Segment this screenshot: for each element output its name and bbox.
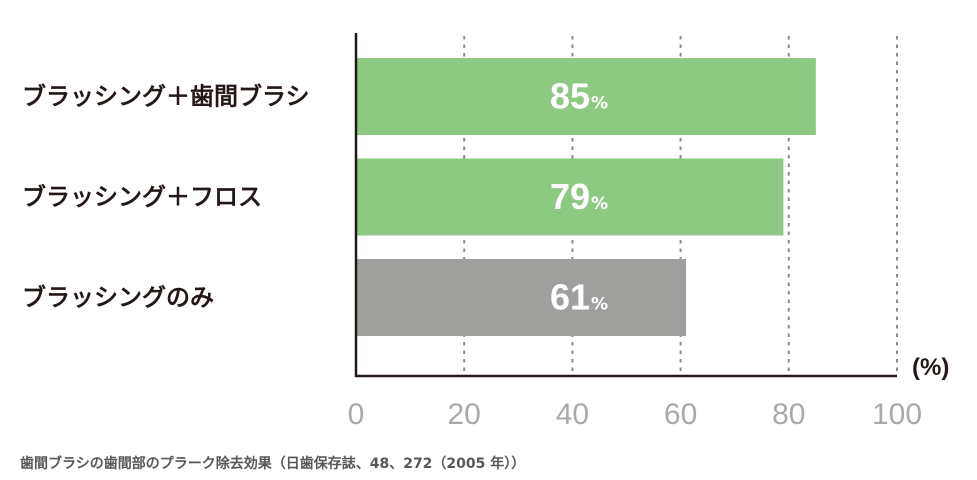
x-tick-label-80: 80 (772, 398, 805, 431)
value-label-1: 85% (550, 76, 608, 117)
unit-label: (%) (912, 354, 949, 381)
value-label-3: 61% (550, 277, 608, 318)
category-label-1: ブラッシング＋歯間ブラシ (22, 83, 310, 111)
bar-2 (356, 158, 784, 236)
value-unit: % (591, 194, 608, 214)
caption: 歯間ブラシの歯間部のプラーク除去効果（日歯保存誌、48、272（2005 年）） (20, 455, 525, 472)
value-unit: % (591, 94, 608, 114)
value-labels: 85%79%61% (550, 76, 608, 318)
x-tick-label-60: 60 (664, 398, 697, 431)
x-tick-label-20: 20 (448, 398, 481, 431)
value-number: 79 (550, 176, 590, 217)
category-label-3: ブラッシングのみ (22, 284, 214, 312)
x-tick-label-40: 40 (556, 398, 589, 431)
category-label-2: ブラッシング＋フロス (22, 183, 262, 211)
value-unit: % (591, 295, 608, 315)
bars (356, 58, 816, 336)
value-number: 61 (550, 277, 590, 318)
bar-1 (356, 58, 816, 135)
x-tick-labels: 0 20 40 60 80 100 (348, 398, 922, 431)
bar-3 (356, 259, 687, 336)
value-label-2: 79% (550, 176, 608, 217)
value-number: 85 (550, 76, 590, 117)
x-tick-label-100: 100 (872, 398, 922, 431)
x-tick-label-0: 0 (348, 398, 365, 431)
